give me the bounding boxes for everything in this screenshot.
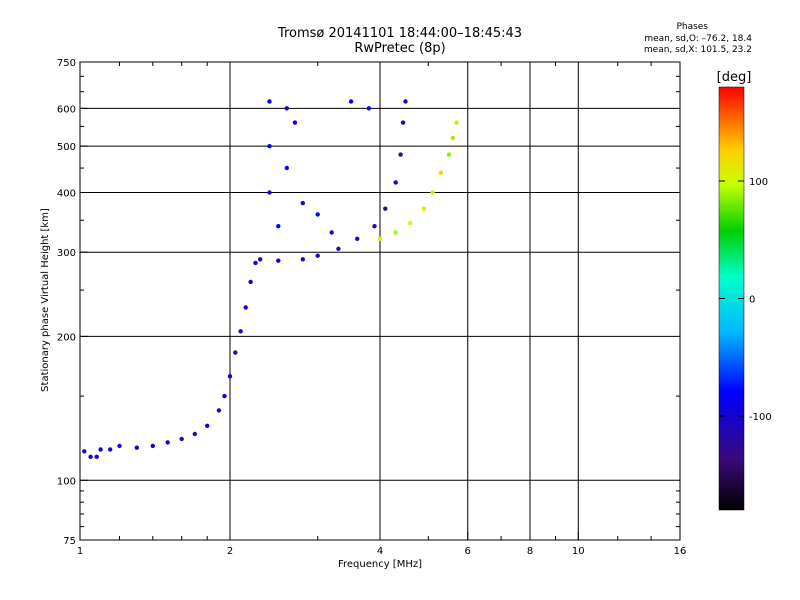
phases-mean-x: mean, sd,X: 101.5, 23.2 <box>643 45 752 55</box>
scatter-point <box>446 152 452 157</box>
scatter-point <box>284 106 289 111</box>
scatter-point <box>430 190 435 195</box>
grid <box>80 62 680 540</box>
scatter-point <box>134 445 139 450</box>
y-tick-label: 500 <box>57 142 76 153</box>
scatter-point <box>276 258 281 263</box>
scatter-point <box>383 206 388 211</box>
phases-heading: Phases <box>676 22 708 32</box>
scatter-point <box>117 443 122 449</box>
scatter-point <box>205 423 210 428</box>
scatter-point <box>94 454 99 459</box>
scatter-point <box>82 449 87 454</box>
phases-mean-o: mean, sd,O: –76.2, 18.4 <box>644 34 752 44</box>
scatter-point <box>222 393 227 399</box>
scatter-point <box>408 221 413 226</box>
scatter-point <box>366 106 372 111</box>
y-tick-label: 750 <box>57 58 76 69</box>
axes: 1 2 4 6 8 10 16 75 100 200 300 400 500 600 750 <box>57 58 686 557</box>
scatter-point <box>438 170 444 175</box>
scatter-point <box>300 257 305 262</box>
scatter-point <box>315 253 320 258</box>
scatter-points <box>82 99 459 459</box>
y-tick-label: 600 <box>57 104 76 115</box>
scatter-point <box>450 135 455 141</box>
y-tick-label: 400 <box>57 188 76 199</box>
scatter-point <box>393 180 398 185</box>
x-tick-label: 1 <box>77 546 83 557</box>
x-tick-label: 2 <box>227 546 233 557</box>
scatter-point <box>377 236 383 241</box>
y-tick-label: 200 <box>57 332 76 343</box>
colorbar-label: [deg] <box>717 70 752 85</box>
x-tick-label: 16 <box>674 546 687 557</box>
scatter-point <box>421 206 427 211</box>
scatter-point <box>216 408 222 413</box>
scatter-point <box>253 260 258 266</box>
y-tick-label: 300 <box>57 248 76 259</box>
scatter-point <box>267 99 272 104</box>
scatter-point <box>284 165 289 171</box>
scatter-point <box>336 246 341 251</box>
y-tick-label: 100 <box>57 476 76 487</box>
scatter-point <box>165 440 170 445</box>
scatter-point <box>227 374 233 379</box>
scatter-point <box>315 212 320 217</box>
scatter-point <box>372 224 377 229</box>
x-tick-label: 6 <box>465 546 471 557</box>
scatter-point <box>150 443 155 449</box>
scatter-point <box>192 431 197 437</box>
scatter-point <box>248 279 253 285</box>
scatter-point <box>88 454 93 459</box>
scatter-point <box>243 305 248 310</box>
scatter-point <box>108 447 113 452</box>
x-axis-label: Frequency [MHz] <box>338 559 422 570</box>
colorbar-tick-label: -100 <box>749 412 772 423</box>
scatter-point <box>400 120 406 125</box>
scatter-point <box>300 200 305 206</box>
chart-subtitle: RwPretec (8p) <box>354 41 446 56</box>
scatter-point <box>329 230 334 235</box>
scatter-point <box>454 120 459 125</box>
y-tick-label: 75 <box>63 536 76 547</box>
colorbar: [deg] 100 0 -100 <box>717 70 772 511</box>
scatter-point <box>348 99 354 104</box>
scatter-point <box>403 99 408 104</box>
colorbar-tick-label: 0 <box>749 295 755 306</box>
scatter-point <box>393 230 398 235</box>
scatter-point <box>276 224 281 229</box>
y-axis-label: Stationary phase Virtual Height [km] <box>40 208 51 392</box>
scatter-point <box>398 152 403 157</box>
scatter-point <box>233 350 238 355</box>
x-tick-label: 10 <box>572 546 585 557</box>
x-tick-label: 8 <box>527 546 533 557</box>
scatter-point <box>98 447 103 452</box>
scatter-point <box>267 144 272 149</box>
scatter-point <box>355 236 360 241</box>
scatter-point <box>258 257 263 262</box>
colorbar-tick-label: 100 <box>749 177 768 188</box>
scatter-point <box>267 190 272 195</box>
scatter-point <box>179 436 184 442</box>
scatter-point <box>292 120 298 125</box>
x-tick-label: 4 <box>377 546 383 557</box>
chart-title: Tromsø 20141101 18:44:00–18:45:43 <box>277 26 523 41</box>
scatter-point <box>238 329 243 334</box>
